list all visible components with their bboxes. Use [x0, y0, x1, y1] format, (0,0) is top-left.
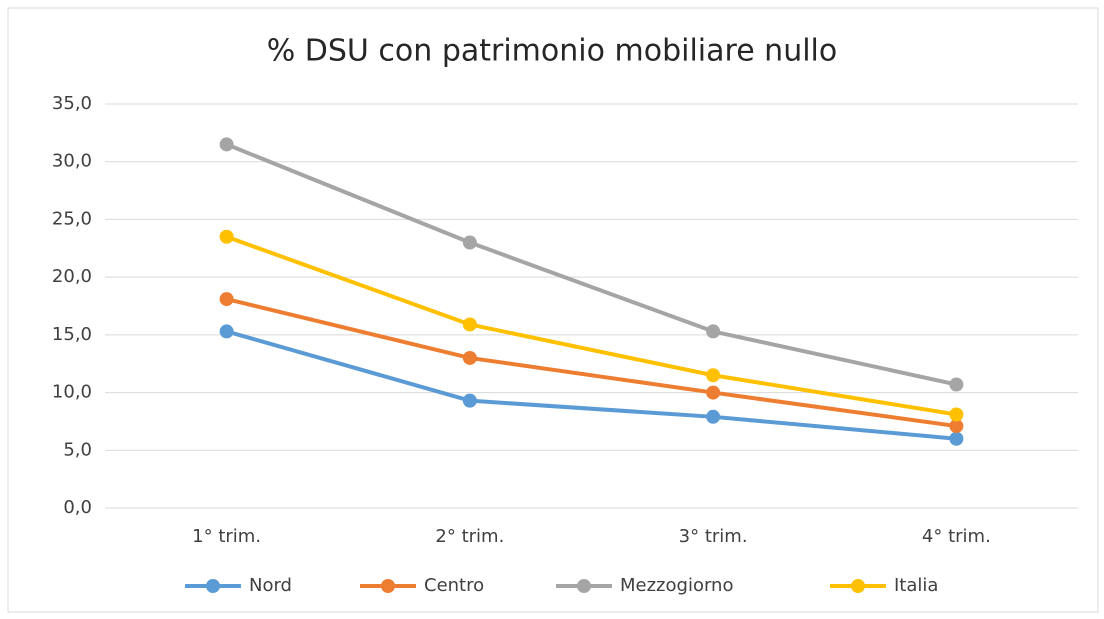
x-tick-label: 4° trim. [922, 526, 991, 547]
y-tick-label: 35,0 [52, 93, 92, 114]
y-tick-label: 10,0 [52, 382, 92, 403]
point [462, 317, 477, 332]
y-tick-label: 25,0 [52, 208, 92, 229]
x-tick-label: 2° trim. [435, 526, 504, 547]
point [219, 229, 234, 244]
point [462, 350, 477, 365]
legend-marker [577, 579, 591, 593]
legend-label: Nord [249, 575, 292, 596]
series-line [225, 142, 957, 387]
point [462, 393, 477, 408]
point [706, 385, 721, 400]
x-tick-label: 3° trim. [679, 526, 748, 547]
y-tick-label: 30,0 [52, 151, 92, 172]
legend-label: Centro [424, 575, 484, 596]
point [706, 368, 721, 383]
point [219, 324, 234, 339]
point [219, 292, 234, 307]
chart-title: % DSU con patrimonio mobiliare nullo [267, 34, 837, 69]
y-tick-label: 15,0 [52, 324, 92, 345]
legend-marker [206, 579, 220, 593]
legend-label: Mezzogiorno [620, 575, 733, 596]
y-tick-label: 5,0 [63, 439, 92, 460]
point [462, 235, 477, 250]
point [949, 431, 964, 446]
legend-marker [851, 579, 865, 593]
y-tick-label: 20,0 [52, 266, 92, 287]
point [949, 407, 964, 422]
legend-label: Italia [894, 575, 938, 596]
chart-border [7, 7, 1099, 613]
point [706, 324, 721, 339]
series-line [225, 234, 957, 417]
point [949, 377, 964, 392]
series-line [226, 297, 957, 429]
point [219, 137, 234, 152]
point [949, 419, 964, 434]
point [706, 409, 721, 424]
series-line [226, 329, 957, 441]
y-tick-label: 0,0 [63, 497, 92, 518]
legend-marker [381, 579, 395, 593]
x-tick-label: 1° trim. [192, 526, 261, 547]
